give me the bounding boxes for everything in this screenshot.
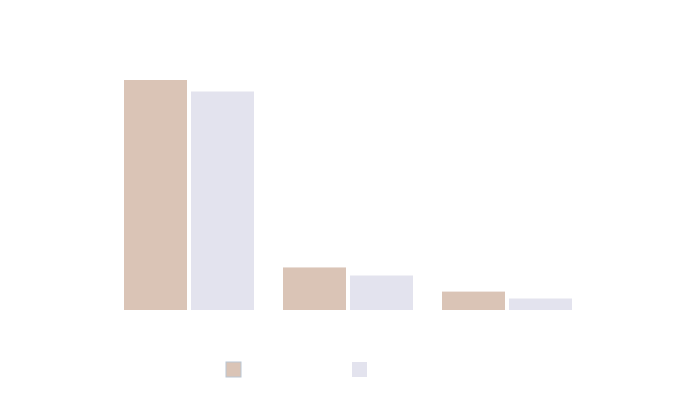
legend-swatch-series-2 [352,362,367,377]
bar-series-1-category-2 [283,267,346,310]
legend [225,361,367,378]
legend-swatch-series-1 [225,361,242,378]
bar-series-2-category-1 [191,91,254,310]
bars-layer [124,80,572,310]
bar-series-1-category-1 [124,80,187,310]
bar-series-2-category-3 [509,298,572,310]
bar-series-1-category-3 [442,291,505,310]
bar-series-2-category-2 [350,275,413,310]
